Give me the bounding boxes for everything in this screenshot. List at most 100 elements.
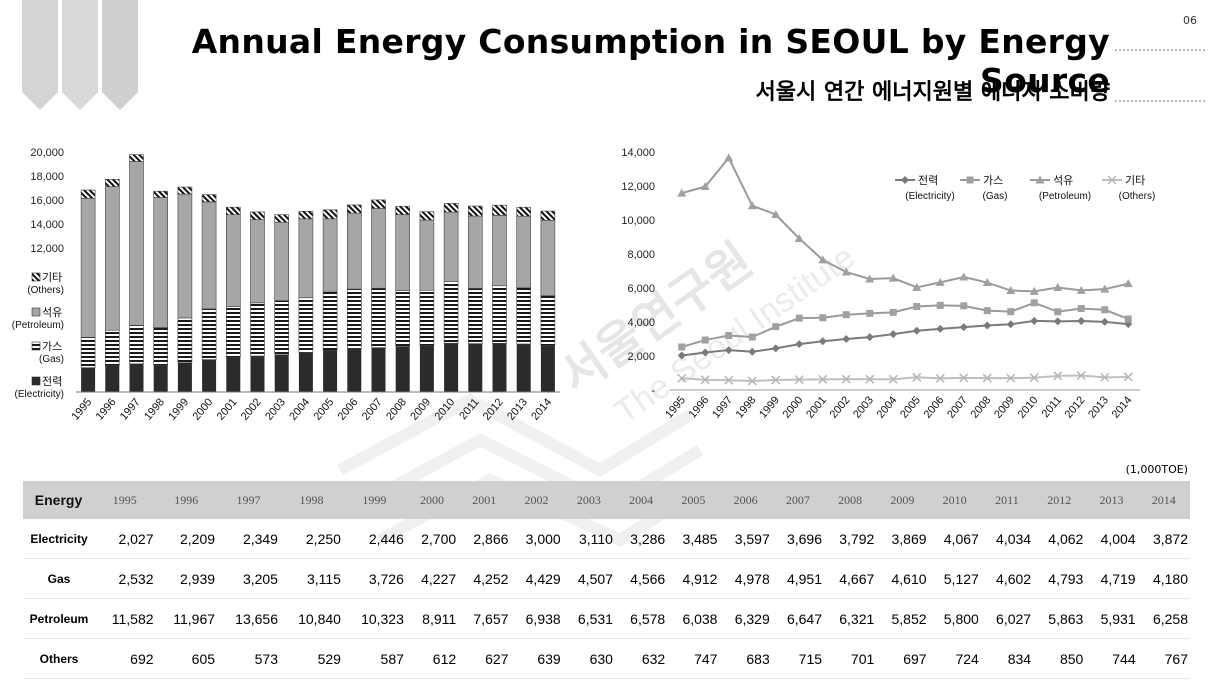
bar-segment-electricity [129, 363, 144, 392]
table-row: Petroleum 11,582 11,967 13,656 10,840 10,323 8… [23, 598, 1190, 639]
line-y-tick-label: 6,000 [627, 283, 655, 295]
line-point-petroleum [794, 234, 804, 243]
table-header-year: 2011 [980, 481, 1034, 519]
line-y-tick-label: 4,000 [627, 317, 655, 329]
line-point-gas [936, 301, 944, 309]
energy-data-table: Energy 1995 1996 1997 1998 1999 2000 2001 2002 2… [23, 481, 1190, 679]
table-cell: 4,667 [824, 558, 877, 599]
line-point-gas [748, 333, 756, 341]
bar-legend-swatch-petroleum [31, 307, 41, 317]
table-cell: 6,578 [614, 598, 668, 639]
bar-y-tick-label: 14,000 [30, 219, 64, 231]
bar-segment-electricity [177, 362, 192, 392]
line-point-others [959, 373, 969, 383]
line-point-petroleum [677, 188, 687, 197]
bar-segment-electricity [153, 365, 168, 392]
table-cell: 5,931 [1085, 598, 1138, 639]
bar-segment-electricity [105, 365, 120, 392]
table-row-label: Electricity [23, 519, 94, 559]
line-series-electricity [681, 319, 1129, 357]
table-cell: 697 [876, 638, 929, 679]
line-point-electricity [912, 326, 921, 335]
line-point-electricity [795, 340, 804, 349]
line-point-electricity [724, 346, 733, 355]
bar-legend-sublabel-others: (Others) [27, 285, 64, 296]
line-point-gas [1077, 305, 1085, 313]
table-row-label: Gas [23, 558, 94, 599]
bar-segment-electricity [444, 343, 459, 392]
line-point-others [818, 374, 828, 384]
table-cell: 3,726 [342, 558, 406, 599]
table-header-year: 2013 [1085, 481, 1138, 519]
table-cell: 3,115 [279, 558, 343, 599]
line-x-tick-label: 2006 [922, 394, 947, 420]
line-point-electricity [889, 330, 898, 339]
table-cell: 3,872 [1137, 519, 1190, 559]
line-x-tick-label: 1995 [663, 394, 688, 420]
line-point-petroleum [1053, 283, 1063, 292]
line-x-tick-label: 2001 [804, 394, 829, 420]
table-cell: 4,004 [1085, 519, 1138, 559]
bar-segment-electricity [347, 348, 362, 392]
table-row-label: Petroleum [23, 598, 94, 639]
line-point-electricity [842, 335, 851, 343]
line-point-others [1076, 371, 1086, 381]
line-point-electricity [771, 344, 780, 353]
bar-legend-label-others: 기타 [42, 271, 62, 284]
line-point-others [677, 373, 687, 383]
line-point-electricity [701, 348, 710, 357]
bar-segment-others [371, 199, 386, 209]
bar-segment-others [201, 194, 217, 203]
table-cell: 573 [217, 638, 280, 679]
table-cell: 2,349 [217, 519, 280, 559]
line-point-others [747, 376, 757, 386]
line-point-petroleum [912, 282, 922, 291]
page-subtitle: 서울시 연간 에너지원별 에너지 소비량 [755, 80, 1110, 105]
line-point-others [1053, 371, 1063, 381]
table-cell: 4,602 [980, 558, 1034, 599]
table-cell: 587 [342, 638, 406, 679]
bar-segment-electricity [492, 343, 507, 392]
table-cell: 2,209 [155, 519, 218, 559]
bar-segment-electricity [516, 343, 531, 392]
line-point-petroleum [959, 272, 969, 281]
table-cell: 4,429 [510, 558, 563, 599]
line-legend-marker-electricity [901, 176, 909, 184]
line-point-electricity [1030, 316, 1039, 325]
line-x-tick-label: 2010 [1016, 394, 1041, 420]
table-header-energy: Energy [23, 481, 94, 519]
table-row: Others 692 605 573 529 587 612 627 639 630 632 747 6… [23, 638, 1190, 679]
line-x-tick-label: 2000 [781, 394, 806, 420]
line-series-gas [681, 301, 1129, 348]
line-point-petroleum [982, 278, 992, 287]
bar-segment-electricity [250, 356, 265, 392]
line-x-tick-label: 2012 [1063, 394, 1088, 420]
line-point-others [841, 374, 851, 384]
line-point-gas [795, 314, 803, 322]
table-header-year: 1998 [279, 481, 343, 519]
table-header-year: 2014 [1137, 481, 1190, 519]
line-point-electricity [983, 321, 992, 330]
bar-segment-others [346, 204, 362, 214]
line-point-electricity [677, 351, 686, 360]
bar-segment-others [540, 210, 556, 221]
line-x-tick-label: 2002 [828, 394, 853, 420]
line-point-gas [960, 302, 968, 310]
bar-segment-electricity [371, 347, 386, 392]
line-point-others [700, 375, 710, 385]
line-point-petroleum [865, 274, 875, 283]
table-cell: 6,027 [980, 598, 1034, 639]
table-cell: 2,866 [458, 519, 511, 559]
line-point-gas [1124, 315, 1132, 323]
bar-segment-others [129, 154, 144, 162]
bar-y-tick-label: 18,000 [30, 171, 64, 183]
line-y-tick-label: 12,000 [621, 181, 655, 193]
table-cell: 6,647 [771, 598, 825, 639]
bar-segment-others [80, 189, 96, 199]
table-cell: 850 [1033, 638, 1086, 679]
bar-legend-sublabel-electricity: (Electricity) [15, 389, 64, 400]
table-cell: 4,951 [771, 558, 825, 599]
table-header-year: 1996 [155, 481, 218, 519]
table-cell: 627 [458, 638, 511, 679]
table-cell: 4,034 [980, 519, 1034, 559]
